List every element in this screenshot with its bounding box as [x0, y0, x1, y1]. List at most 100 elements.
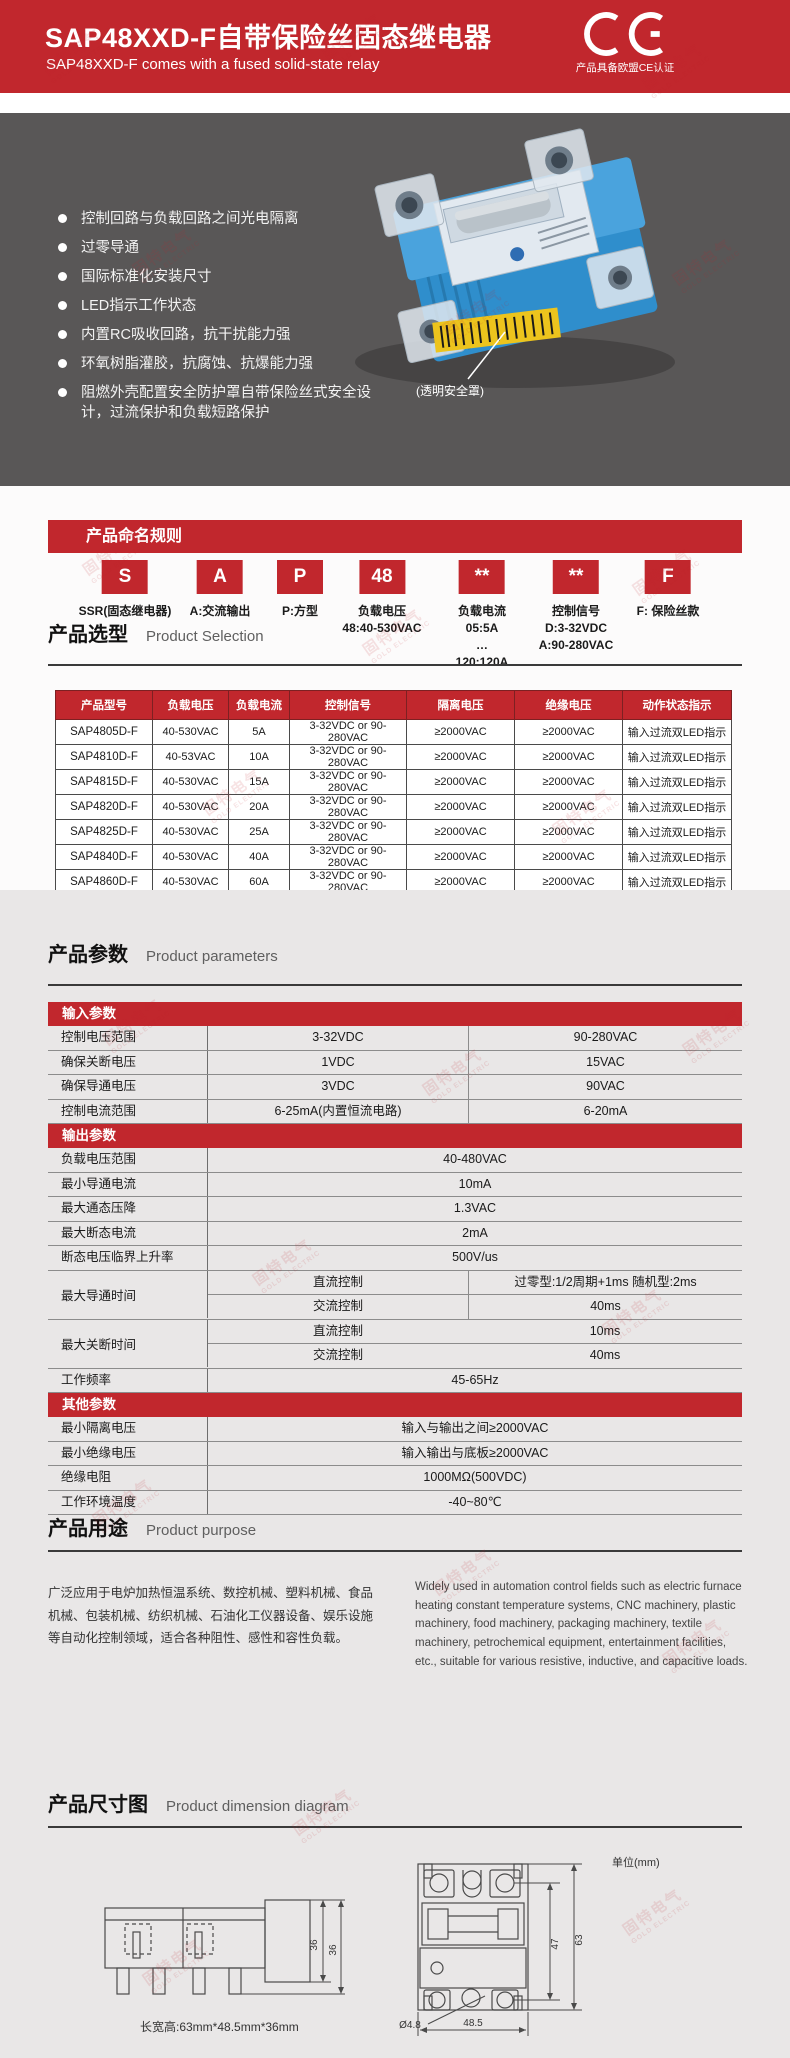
naming-line: 负载电流	[457, 604, 506, 618]
input-params-band: 输入参数	[48, 1002, 742, 1026]
param-row: 绝缘电阻 1000MΩ(500VDC)	[48, 1466, 742, 1491]
dimension-side-view: 36 36	[95, 1890, 355, 2020]
bullet-icon	[58, 330, 67, 339]
dimension-top-view: 47 63 Ø4.8 48.5	[390, 1858, 640, 2053]
header-divider	[0, 93, 790, 113]
section-title-zh: 产品参数	[48, 944, 128, 966]
feature-text: 国际标准化安装尺寸	[81, 269, 212, 285]
naming-line: 05:5A	[465, 621, 499, 635]
bullet-icon	[58, 301, 67, 310]
section-title-zh: 产品用途	[48, 1518, 128, 1540]
naming-line: …	[476, 638, 488, 652]
table-header-row: 产品型号 负载电压 负载电流 控制信号 隔离电压 绝缘电压 动作状态指示	[55, 690, 732, 720]
col-header: 隔离电压	[406, 690, 515, 720]
naming-line: 48:40-530VAC	[342, 621, 422, 635]
table-row: SAP4840D-F 40-530VAC 40A 3-32VDC or 90-280V…	[55, 844, 732, 870]
section-title-zh: 产品选型	[48, 624, 128, 646]
feature-text: 内置RC吸收回路，抗干扰能力强	[81, 327, 291, 343]
param-row: 确保关断电压 1VDC 15VAC	[48, 1050, 742, 1075]
ce-mark-icon	[540, 10, 710, 58]
purpose-text-en: Widely used in automation control fields…	[415, 1581, 748, 1668]
unit-label: 单位(mm)	[612, 1857, 660, 1869]
param-row: 确保导通电压 3VDC 90VAC	[48, 1075, 742, 1100]
dim-label: 47	[550, 1938, 561, 1950]
page-header: SAP48XXD-F自带保险丝固态继电器 SAP48XXD-F comes wi…	[0, 0, 790, 93]
naming-line: A:90-280VAC	[538, 638, 614, 652]
param-subrow: 交流控制 40ms	[312, 1348, 621, 1362]
naming-line: A:交流输出	[189, 604, 251, 618]
bullet-icon	[58, 272, 67, 281]
param-row: 工作环境温度 -40~80℃	[48, 1490, 742, 1515]
section-title-en: Product Selection	[146, 628, 264, 645]
param-subrow: 直流控制 过零型:1/2周期+1ms 随机型:2ms	[208, 1270, 742, 1295]
list-item: 阻燃外壳配置安全防护罩自带保险丝式安全设计，过流保护和负载短路保护	[58, 383, 388, 423]
page-subtitle: SAP48XXD-F comes with a fused solid-stat…	[46, 56, 380, 73]
param-row: 控制电压范围 3-32VDC 90-280VAC	[48, 1026, 742, 1051]
section-rule	[48, 1550, 742, 1552]
param-row: 最小绝缘电压 输入输出与底板≥2000VAC	[48, 1441, 742, 1466]
naming-line: SSR(固态继电器)	[78, 604, 172, 618]
section-rule	[48, 1826, 742, 1828]
naming-code: **	[552, 560, 599, 594]
naming-line: P:方型	[281, 604, 318, 618]
table-row: SAP4815D-F 40-530VAC 15A 3-32VDC or 90-280V…	[55, 769, 732, 795]
section-title-en: Product dimension diagram	[166, 1798, 349, 1815]
param-group-on-time: 最大导通时间 直流控制 过零型:1/2周期+1ms 随机型:2ms 交流控制 40m…	[48, 1270, 742, 1320]
bullet-icon	[58, 388, 67, 397]
col-header: 动作状态指示	[622, 690, 732, 720]
section-title-zh: 产品尺寸图	[48, 1794, 148, 1816]
param-row: 控制电流范围 6-25mA(内置恒流电路) 6-20mA	[48, 1099, 742, 1124]
section-rule	[48, 664, 742, 666]
feature-list: 控制回路与负载回路之间光电隔离 过零导通 国际标准化安装尺寸 LED指示工作状态…	[58, 209, 388, 432]
dim-label: 36	[328, 1944, 339, 1956]
naming-line: 控制信号	[551, 604, 601, 618]
dim-label: 36	[309, 1939, 320, 1951]
col-header: 负载电压	[152, 690, 229, 720]
list-item: 控制回路与负载回路之间光电隔离	[58, 209, 388, 229]
feature-text: 控制回路与负载回路之间光电隔离	[81, 211, 299, 227]
naming-code: P	[277, 560, 323, 594]
naming-selection-section: 产品命名规则 S SSR(固态继电器) A A:交流输出 P P:方型 48 负…	[0, 486, 790, 920]
list-item: 环氧树脂灌胶，抗腐蚀、抗爆能力强	[58, 354, 388, 374]
param-row: 工作频率 45-65Hz	[48, 1368, 742, 1393]
bullet-icon	[58, 359, 67, 368]
ce-certification: 产品具备欧盟CE认证	[540, 10, 710, 75]
naming-code: A	[196, 560, 243, 594]
photo-callout: (透明安全罩)	[416, 383, 484, 398]
product-photo: (透明安全罩)	[300, 127, 730, 427]
naming-band-title: 产品命名规则	[48, 520, 742, 553]
naming-col-shape: P P:方型	[277, 560, 323, 620]
naming-line: 负载电压	[357, 604, 406, 618]
dim-label: 63	[574, 1934, 585, 1946]
table-row: SAP4805D-F 40-530VAC 5A 3-32VDC or 90-280VA…	[55, 719, 732, 745]
param-row: 最小隔离电压 输入与输出之间≥2000VAC	[48, 1417, 742, 1442]
col-header: 绝缘电压	[514, 690, 623, 720]
bullet-icon	[58, 243, 67, 252]
table-row: SAP4810D-F 40-53VAC 10A 3-32VDC or 90-280VA…	[55, 744, 732, 770]
naming-col-ssr: S SSR(固态继电器)	[78, 560, 172, 620]
naming-line: F: 保险丝款	[636, 604, 700, 618]
naming-line: D:3-32VDC	[544, 621, 608, 635]
parameters-heading: 产品参数 Product parameters	[48, 938, 278, 967]
output-params-band: 输出参数	[48, 1124, 742, 1148]
other-params-band: 其他参数	[48, 1393, 742, 1417]
naming-col-fuse: F F: 保险丝款	[636, 560, 700, 620]
naming-col-control-signal: ** 控制信号 D:3-32VDC A:90-280VAC	[539, 560, 613, 654]
section-title-en: Product parameters	[146, 948, 278, 965]
list-item: 过零导通	[58, 238, 388, 258]
naming-col-load-voltage: 48 负载电压 48:40-530VAC	[342, 560, 422, 637]
selection-table: 产品型号 负载电压 负载电流 控制信号 隔离电压 绝缘电压 动作状态指示 SAP…	[55, 690, 732, 920]
param-row: 最大通态压降 1.3VAC	[48, 1197, 742, 1222]
param-subrow: 交流控制 40ms	[208, 1295, 742, 1319]
param-row: 断态电压临界上升率 500V/us	[48, 1246, 742, 1271]
purpose-heading: 产品用途 Product purpose	[48, 1512, 256, 1541]
naming-code: **	[459, 560, 505, 594]
selection-heading: 产品选型 Product Selection	[48, 618, 264, 647]
param-group-off-time: 最大关断时间 直流控制 10ms 交流控制 40ms	[48, 1319, 742, 1369]
naming-code: S	[101, 560, 148, 594]
list-item: 内置RC吸收回路，抗干扰能力强	[58, 325, 388, 345]
feature-text: 环氧树脂灌胶，抗腐蚀、抗爆能力强	[81, 356, 313, 372]
list-item: LED指示工作状态	[58, 296, 388, 316]
section-title-en: Product purpose	[146, 1522, 257, 1539]
